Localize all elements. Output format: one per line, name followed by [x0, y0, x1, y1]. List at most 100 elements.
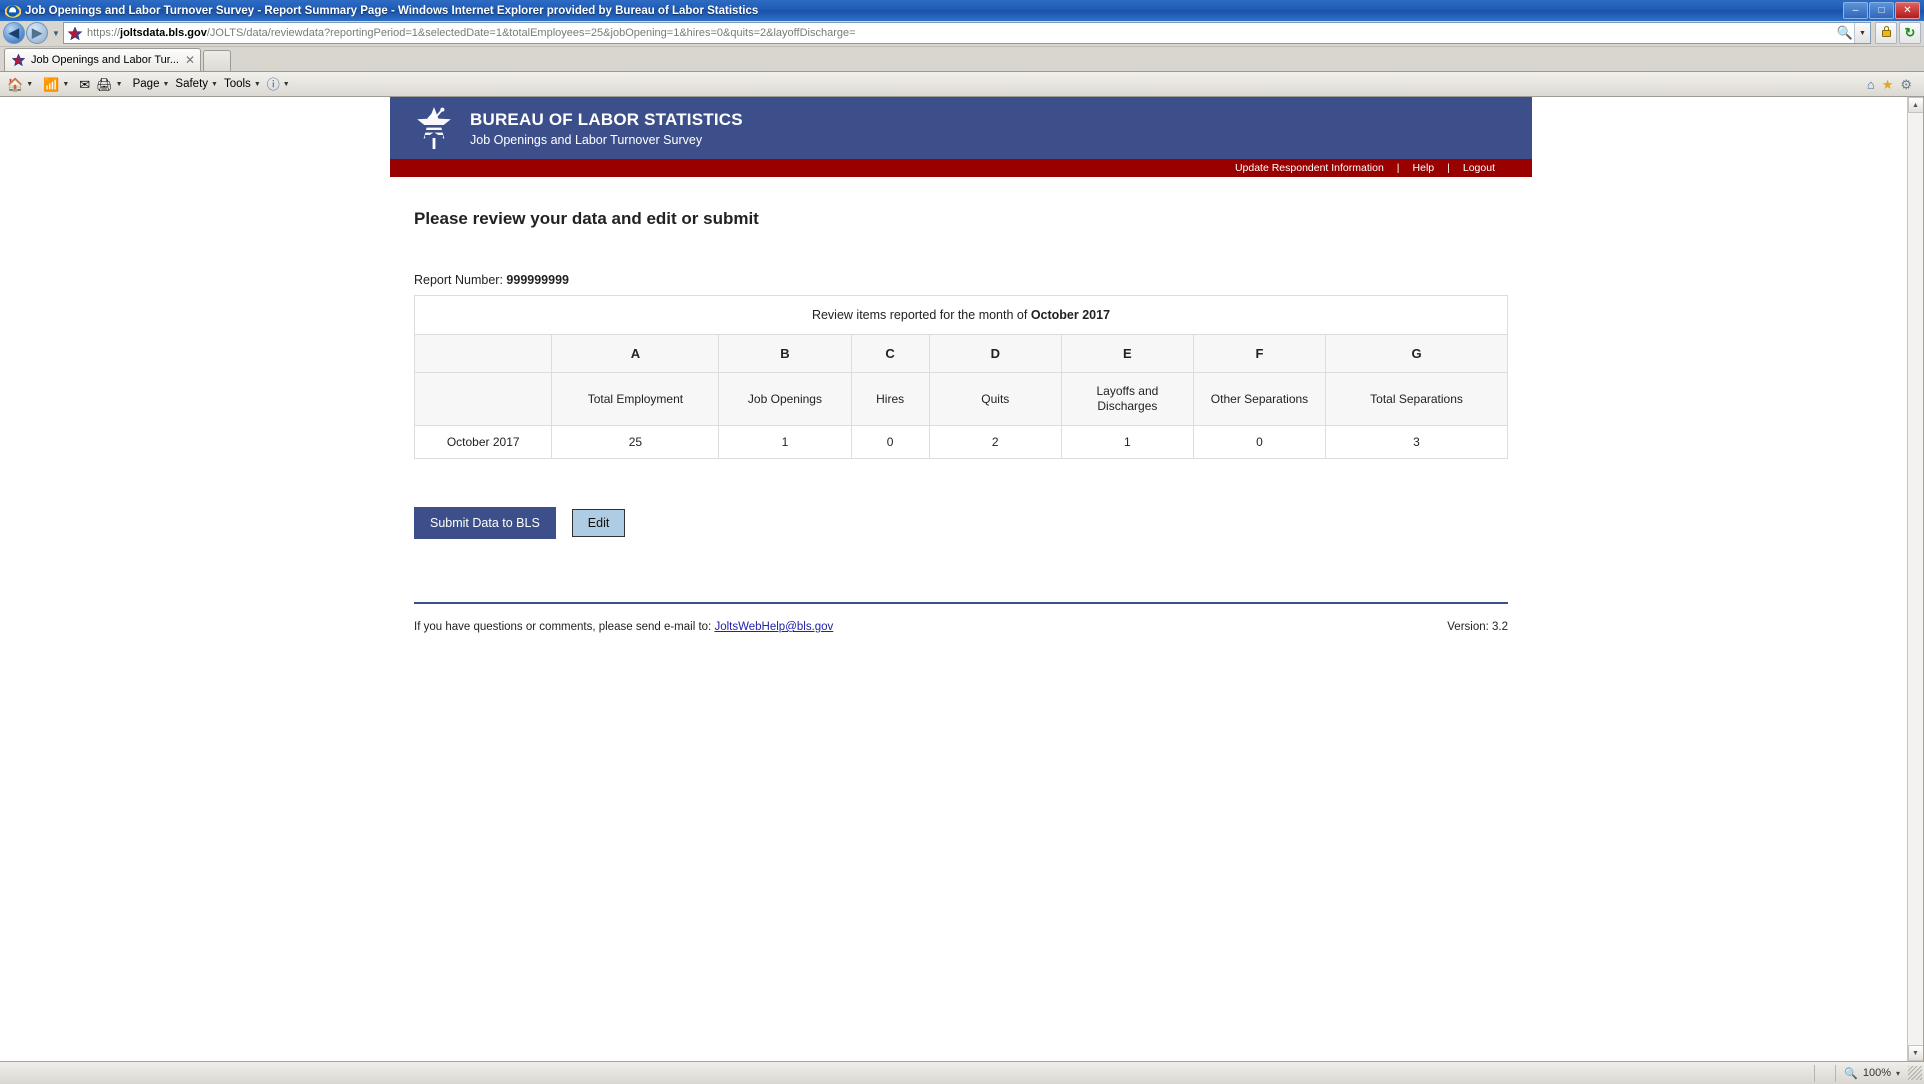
- printer-icon: 🖨: [96, 76, 113, 92]
- resize-grip[interactable]: [1908, 1066, 1922, 1080]
- web-page-canvas: BUREAU OF LABOR STATISTICS Job Openings …: [0, 97, 1907, 1061]
- nav-update-respondent-information[interactable]: Update Respondent Information: [1234, 162, 1384, 174]
- forward-button[interactable]: ▶: [26, 22, 48, 44]
- close-icon[interactable]: ✕: [185, 53, 196, 67]
- menu-help[interactable]: ⓘ ▼: [264, 74, 293, 95]
- bls-utility-nav: Update Respondent Information | Help | L…: [390, 159, 1532, 177]
- letter-cell-c: C: [850, 334, 930, 373]
- menu-safety[interactable]: Safety ▼: [172, 74, 221, 95]
- address-input[interactable]: https://joltsdata.bls.gov/JOLTS/data/rev…: [63, 22, 1871, 44]
- menu-page-label: Page: [132, 78, 160, 90]
- maximize-button[interactable]: □: [1869, 2, 1894, 19]
- security-zone: [1814, 1064, 1835, 1082]
- chevron-down-icon: ▼: [253, 80, 261, 88]
- star-icon[interactable]: ★: [1881, 76, 1894, 92]
- scroll-down-button[interactable]: ▼: [1907, 1045, 1923, 1061]
- column-header-total-employment: Total Employment: [551, 372, 720, 426]
- table-caption-cell: Review items reported for the month of O…: [414, 295, 1508, 335]
- cell-total-employment: 25: [551, 425, 720, 459]
- nav-separator: |: [1447, 162, 1450, 174]
- mail-button[interactable]: ✉: [76, 74, 93, 95]
- letter-cell-e: E: [1060, 334, 1194, 373]
- survey-title: Job Openings and Labor Turnover Survey: [470, 132, 703, 147]
- submit-data-button[interactable]: Submit Data to BLS: [414, 507, 556, 539]
- back-button[interactable]: ◀: [3, 22, 25, 44]
- caption-prefix: Review items reported for the month of: [811, 308, 1028, 322]
- cell-job-openings: 1: [718, 425, 852, 459]
- home-button[interactable]: 🏠 ▼: [4, 74, 36, 95]
- page-body: Please review your data and edit or subm…: [390, 209, 1532, 633]
- letter-cell-b: B: [718, 334, 852, 373]
- minimize-button[interactable]: –: [1843, 2, 1868, 19]
- url-host: joltsdata.bls.gov: [120, 27, 207, 39]
- row-label-month: October 2017: [413, 425, 553, 459]
- report-number-label: Report Number:: [414, 273, 503, 287]
- chevron-down-icon: ▼: [282, 80, 290, 88]
- search-icon[interactable]: 🔍: [1836, 25, 1854, 40]
- review-data-table: Review items reported for the month of O…: [413, 295, 1508, 459]
- rss-icon: 📶: [43, 76, 60, 92]
- browser-tab-jolts[interactable]: Job Openings and Labor Tur... ✕: [4, 48, 202, 71]
- scroll-up-button[interactable]: ▲: [1907, 97, 1923, 113]
- cell-total-separations: 3: [1325, 425, 1508, 459]
- gear-icon[interactable]: ⚙: [1900, 76, 1912, 92]
- menu-tools[interactable]: Tools ▼: [221, 74, 264, 95]
- url-separator: ://: [110, 27, 121, 39]
- chevron-down-icon: ▼: [162, 80, 170, 88]
- site-favicon-icon: [67, 26, 83, 41]
- page-title: Please review your data and edit or subm…: [414, 209, 759, 228]
- command-bar: 🏠 ▼ 📶 ▼ ✉ 🖨 ▼ Page ▼ Safety ▼ Tools ▼: [0, 72, 1924, 97]
- scroll-track[interactable]: [1907, 113, 1923, 1045]
- window-controls: – □ ✕: [1843, 2, 1920, 19]
- window-title-text: Job Openings and Labor Turnover Survey -…: [25, 4, 759, 17]
- chevron-down-icon: ▼: [26, 80, 34, 88]
- vertical-scrollbar[interactable]: ▲ ▼: [1907, 97, 1923, 1061]
- edit-button[interactable]: Edit: [571, 509, 626, 537]
- bls-site-header: BUREAU OF LABOR STATISTICS Job Openings …: [390, 97, 1532, 159]
- tab-label: Job Openings and Labor Tur...: [31, 54, 179, 66]
- print-button[interactable]: 🖨 ▼: [93, 74, 125, 95]
- feeds-button[interactable]: 📶 ▼: [40, 74, 72, 95]
- letter-cell-a: A: [551, 334, 720, 373]
- column-header-blank: [413, 372, 553, 426]
- action-buttons: Submit Data to BLS Edit: [414, 507, 1508, 539]
- tab-bar: Job Openings and Labor Tur... ✕: [0, 47, 1924, 72]
- chevron-down-icon[interactable]: ▼: [52, 28, 60, 38]
- letter-cell-f: F: [1192, 334, 1327, 373]
- zoom-level: 100%: [1862, 1067, 1891, 1079]
- address-url-text: https://joltsdata.bls.gov/JOLTS/data/rev…: [87, 27, 1836, 39]
- refresh-button[interactable]: ↻: [1899, 22, 1921, 44]
- security-lock-icon[interactable]: [1875, 22, 1897, 44]
- letter-cell-g: G: [1325, 334, 1508, 373]
- new-tab-button[interactable]: [203, 50, 232, 71]
- cell-layoffs-and-discharges: 1: [1060, 425, 1194, 459]
- footer-divider: [414, 602, 1508, 604]
- address-bar-row: ◀ ▶ ▼ https://joltsdata.bls.gov/JOLTS/da…: [0, 21, 1924, 47]
- window-title-bar: Job Openings and Labor Turnover Survey -…: [0, 0, 1924, 21]
- chevron-down-icon: ▼: [115, 80, 123, 88]
- table-row: October 2017 25 1 0 2 1 0 3: [413, 425, 1508, 459]
- bls-header-titles: BUREAU OF LABOR STATISTICS Job Openings …: [470, 110, 743, 147]
- menu-tools-label: Tools: [223, 78, 251, 90]
- home-icon[interactable]: ⌂: [1866, 76, 1875, 92]
- address-dropdown-button[interactable]: ▼: [1854, 23, 1870, 43]
- zoom-control[interactable]: 🔍 100% ▾: [1835, 1064, 1906, 1082]
- footer-email-link[interactable]: JoltsWebHelp@bls.gov: [714, 621, 834, 633]
- column-header-hires: Hires: [850, 372, 930, 426]
- help-icon: ⓘ: [266, 76, 280, 92]
- letter-cell-blank: [413, 334, 553, 373]
- table-letter-row: A B C D E F G: [413, 334, 1508, 373]
- command-bar-right: ⌂ ★ ⚙: [1867, 78, 1920, 91]
- bls-star-logo-icon: [414, 105, 454, 151]
- chevron-down-icon[interactable]: ▾: [1895, 1068, 1900, 1078]
- table-caption-row: Review items reported for the month of O…: [414, 295, 1508, 335]
- footer-version: Version: 3.2: [1447, 621, 1508, 633]
- close-button[interactable]: ✕: [1895, 2, 1920, 19]
- nav-logout[interactable]: Logout: [1462, 162, 1495, 174]
- report-number: Report Number: 999999999: [414, 273, 1508, 287]
- mail-icon: ✉: [79, 76, 91, 92]
- nav-separator: |: [1396, 162, 1400, 174]
- menu-page[interactable]: Page ▼: [130, 74, 173, 95]
- nav-help[interactable]: Help: [1412, 162, 1435, 174]
- letter-cell-d: D: [928, 334, 1062, 373]
